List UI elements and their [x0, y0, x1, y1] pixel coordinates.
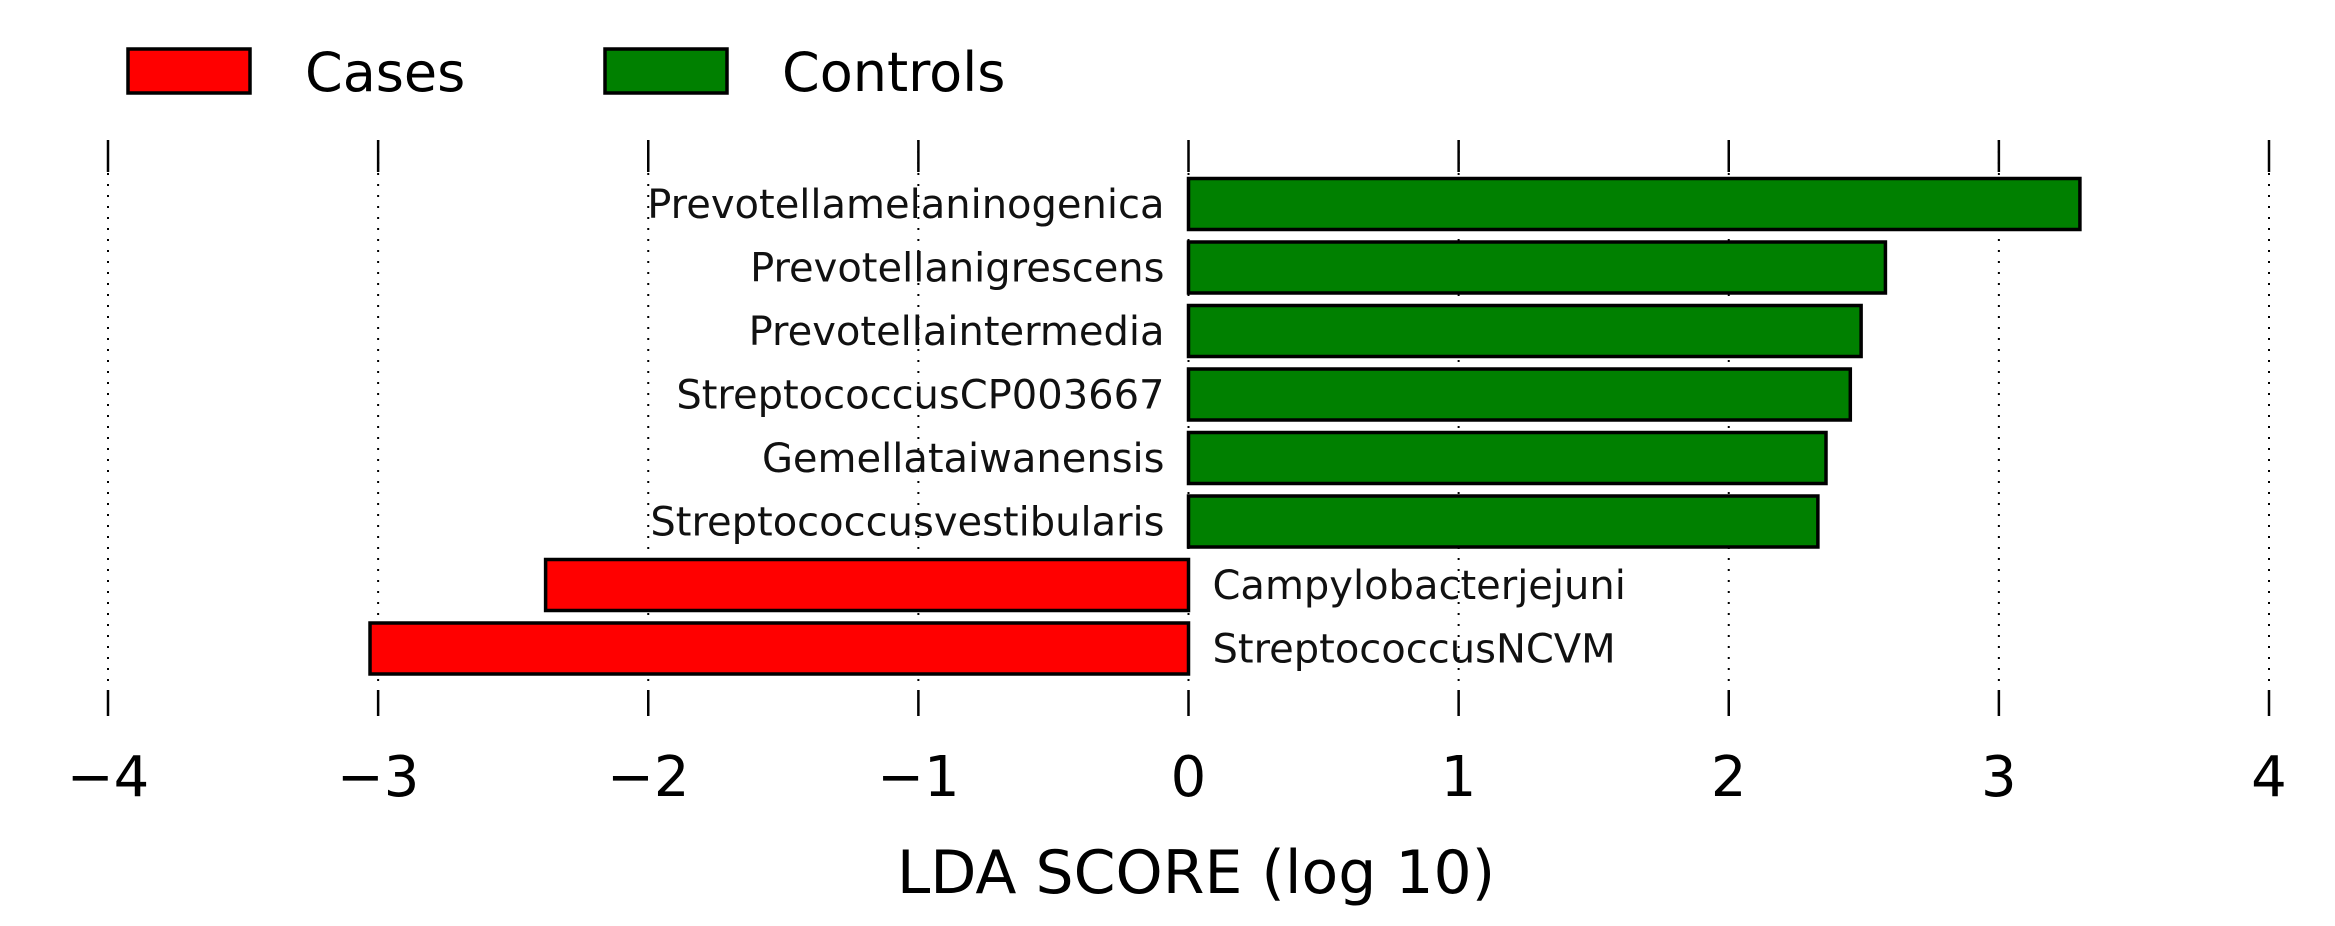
- bar-Campylobacterjejuni: [543, 557, 1191, 613]
- x-tick-label: 1: [1441, 745, 1477, 810]
- bars: [368, 176, 2082, 676]
- bar-label: Prevotellamelaninogenica: [647, 182, 1164, 228]
- bar-label: Prevotellaintermedia: [749, 309, 1165, 355]
- bar-label: Gemellataiwanensis: [762, 436, 1165, 482]
- bar-label: Prevotellanigrescens: [750, 246, 1164, 292]
- x-tick-label: 4: [2251, 745, 2287, 810]
- bar-Gemellataiwanensis: [1186, 430, 1828, 486]
- x-tick-label: −1: [877, 745, 960, 810]
- bar-labels: Prevotellamelaninogenica Prevotellanigres…: [647, 182, 1626, 673]
- bar-label: Streptococcusvestibularis: [650, 500, 1164, 546]
- x-axis-title: LDA SCORE (log 10): [897, 838, 1495, 908]
- x-axis-ticks: −4 −3 −2 −1 0 1 2 3 4: [67, 140, 2287, 810]
- bar-label: StreptococcusNCVM: [1213, 627, 1616, 673]
- x-tick-label: 2: [1711, 745, 1747, 810]
- x-tick-label: −4: [67, 745, 150, 810]
- legend-label-cases: Cases: [305, 41, 465, 104]
- x-tick-label: −3: [337, 745, 420, 810]
- bar-label: StreptococcusCP003667: [676, 373, 1164, 419]
- bar-Prevotellamelaninogenica: [1186, 176, 2082, 232]
- bar-StreptococcusCP003667: [1186, 367, 1853, 422]
- x-tick-label: −2: [607, 745, 690, 810]
- bar-label: Campylobacterjejuni: [1213, 563, 1626, 609]
- bar-StreptococcusNCVM: [368, 621, 1191, 676]
- bar-Streptococcusvestibularis: [1186, 494, 1820, 549]
- legend-swatch-cases: [126, 47, 252, 95]
- x-tick-label: 0: [1171, 745, 1207, 810]
- legend: Cases Controls: [126, 41, 1005, 104]
- legend-swatch-controls: [603, 47, 729, 95]
- x-tick-label: 3: [1981, 745, 2017, 810]
- bar-Prevotellaintermedia: [1186, 303, 1863, 359]
- legend-label-controls: Controls: [782, 41, 1005, 104]
- bar-Prevotellanigrescens: [1186, 240, 1888, 295]
